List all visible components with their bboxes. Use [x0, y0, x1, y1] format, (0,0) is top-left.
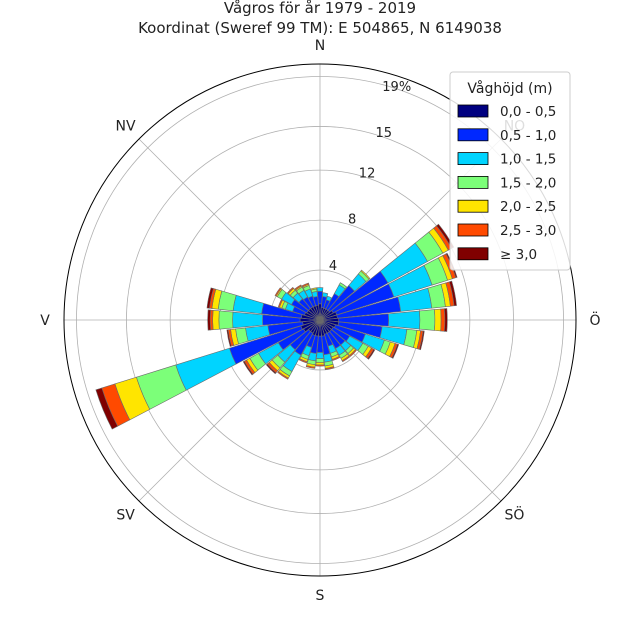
grid-ring [126, 126, 514, 514]
legend-swatch [457, 199, 489, 213]
bar-segment [277, 371, 289, 380]
bar-segment [242, 360, 254, 376]
bar-segment [232, 294, 265, 315]
bar-segment [315, 358, 325, 363]
bar-segment [298, 358, 308, 364]
legend-title: Våghöjd (m) [467, 80, 552, 97]
chart-subtitle: Koordinat (Sweref 99 TM): E 504865, N 61… [138, 19, 502, 37]
radial-tick-label: 12 [359, 167, 376, 182]
chart-title: Vågros för år 1979 - 2019 [223, 0, 417, 17]
legend-swatch [457, 247, 489, 261]
legend-swatch [457, 128, 489, 142]
bar-segment [218, 310, 234, 330]
direction-label: S [316, 588, 325, 604]
legend-swatch [457, 175, 489, 189]
bar-segment [286, 286, 295, 295]
grid-ring [76, 76, 564, 564]
bar-segment [316, 287, 324, 292]
bar-segment [315, 364, 325, 367]
bar-segment [324, 366, 335, 370]
grid-ring [169, 169, 471, 471]
bar-segment [444, 308, 448, 332]
legend-swatch [457, 104, 489, 118]
bar-segment [419, 330, 425, 351]
direction-label: N [315, 38, 325, 54]
legend-label: 2,5 - 3,0 [500, 223, 556, 239]
bar-segment [232, 311, 264, 329]
bar-segment [388, 310, 421, 330]
bar-segment [301, 282, 310, 288]
legend-label: 1,5 - 2,0 [500, 175, 556, 191]
legend-label: ≥ 3,0 [500, 247, 537, 263]
bar-segment [391, 343, 400, 359]
radial-tick-label: 19% [382, 80, 411, 95]
bar-segment [206, 287, 214, 309]
bar-segment [419, 309, 436, 331]
bar-segment [367, 348, 376, 360]
windrose-bars [95, 223, 458, 430]
bar-segment [265, 363, 277, 375]
bar-segment [310, 287, 318, 291]
direction-label: NV [116, 119, 136, 135]
bar-segment [349, 349, 357, 357]
legend-label: 1,0 - 1,5 [500, 152, 556, 168]
legend: Våghöjd (m) 0,0 - 0,5 0,5 - 1,0 1,0 - 1,5 1,… [449, 71, 571, 271]
bar-segment [360, 269, 371, 280]
bar-segment [212, 309, 220, 331]
legend-label: 2,0 - 2,5 [500, 199, 556, 215]
bar-segment [440, 308, 446, 332]
direction-label: V [40, 313, 50, 329]
bar-segment [315, 361, 325, 366]
bar-segment [294, 284, 302, 291]
legend-box [449, 71, 571, 271]
bar-segment [434, 308, 442, 332]
bar-segment [448, 280, 457, 307]
radial-tick-label: 15 [376, 126, 393, 141]
bar-segment [338, 282, 348, 290]
radial-tick-label: 4 [329, 259, 337, 274]
bar-segment [331, 356, 341, 361]
legend-label: 0,5 - 1,0 [500, 128, 556, 144]
bar-segment [305, 365, 316, 369]
bar-segment [207, 309, 211, 331]
bar-segment [175, 347, 237, 391]
direction-label: SV [116, 507, 135, 523]
radial-tick-label: 8 [348, 213, 356, 228]
legend-swatch [457, 152, 489, 166]
bar-segment [322, 292, 329, 298]
bar-segment [277, 299, 283, 308]
bar-segment [325, 295, 333, 302]
bar-segment [226, 329, 232, 347]
bar-segment [341, 355, 351, 363]
bar-segment [274, 287, 282, 297]
legend-label: 0,0 - 0,5 [500, 104, 556, 120]
direction-label: SÖ [504, 505, 524, 523]
outer-ring [63, 63, 577, 577]
legend-swatch [457, 223, 489, 237]
direction-label: Ö [589, 311, 600, 329]
bar-segment [95, 387, 119, 430]
bar-segment [316, 352, 324, 360]
